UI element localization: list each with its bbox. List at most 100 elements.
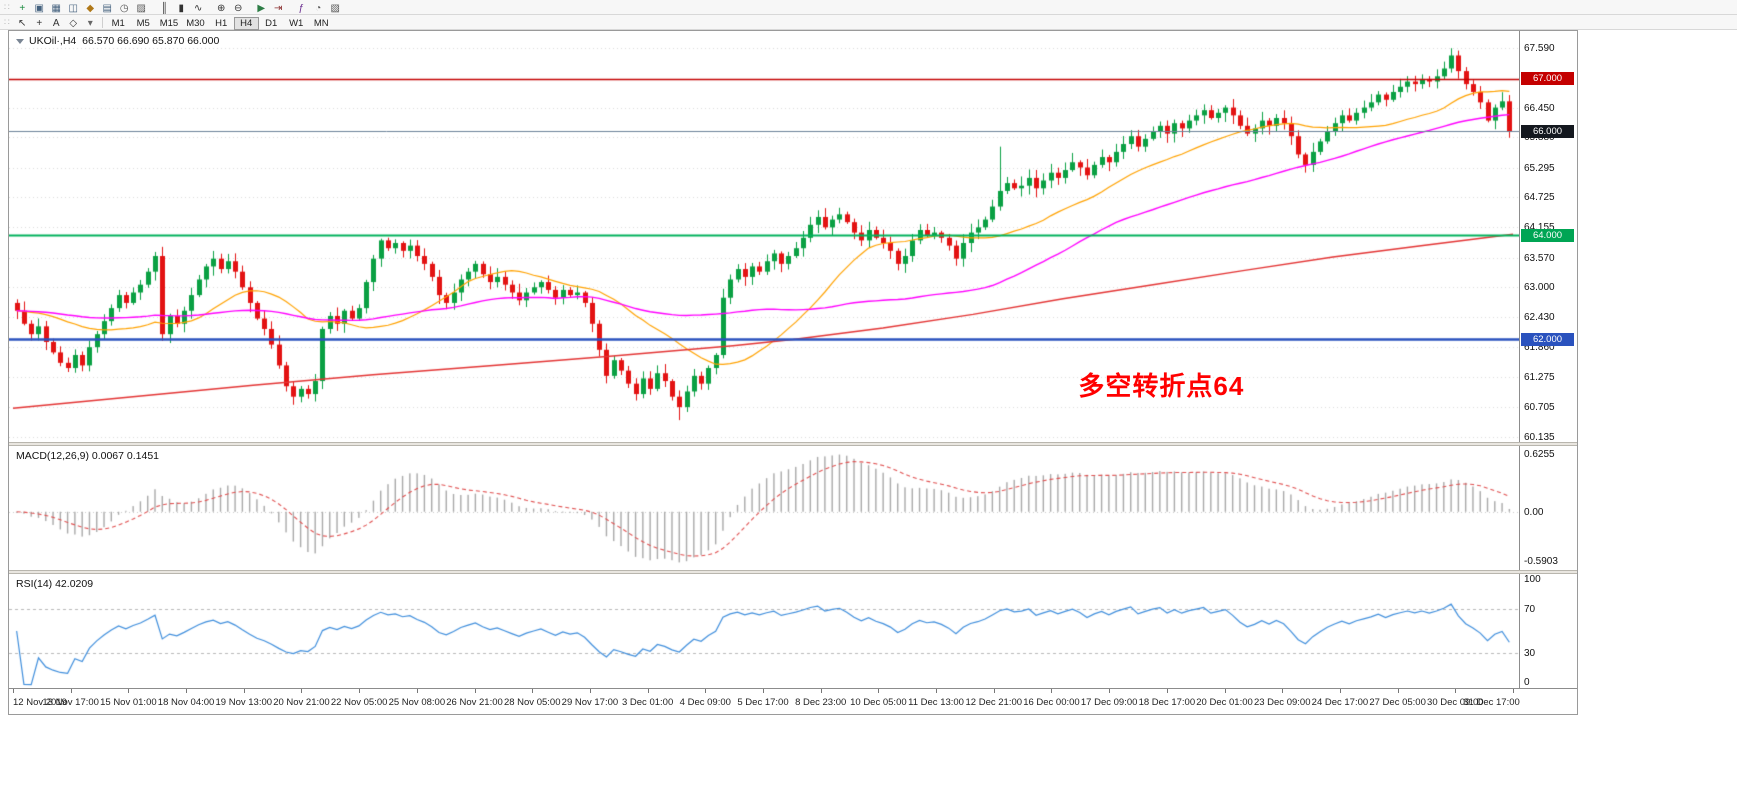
- macd-chart[interactable]: [9, 446, 1519, 570]
- toolbar-grip-icon[interactable]: ∷: [4, 16, 10, 27]
- macd-scale-label: -0.5903: [1524, 556, 1558, 567]
- time-tick: [1339, 689, 1341, 693]
- indicators-icon[interactable]: ƒ: [298, 3, 305, 14]
- timeframe-w1[interactable]: W1: [289, 18, 304, 29]
- price-tick: 61.860: [1524, 341, 1555, 353]
- time-label: 17 Dec 09:00: [1080, 697, 1138, 708]
- price-tick: 63.000: [1524, 282, 1555, 294]
- toolbar-main: ∷ + ▣ ▦ ◫ ◆ ▤ ◷ ▨ ║ ▮ ∿ ⊕ ⊖ ▶ ⇥ ƒ ◔ ▧: [0, 0, 1737, 15]
- price-tick: 64.725: [1524, 192, 1555, 204]
- time-label: 10 Dec 05:00: [850, 697, 907, 708]
- ohlc-readout: 66.570 66.690 65.870 66.000: [82, 35, 220, 47]
- price-axis[interactable]: 67.590 66.450 65.880 65.295 64.725 64.155 63.5…: [1519, 31, 1577, 443]
- time-tick: [301, 689, 303, 693]
- chart-area: UKOil·,H4 66.570 66.690 65.870 66.000 多空…: [8, 30, 1578, 715]
- one-click-trading-icon[interactable]: [16, 38, 24, 44]
- price-tick: 60.135: [1524, 431, 1555, 443]
- rsi-scale-label: 70: [1524, 604, 1536, 616]
- timeframe-m30[interactable]: M30: [186, 18, 205, 29]
- timeframe-h4[interactable]: H4: [233, 17, 259, 30]
- text-tool-icon[interactable]: A: [52, 18, 60, 29]
- price-tick: 65.880: [1524, 132, 1555, 144]
- strategy-tester-icon[interactable]: ◷: [119, 3, 129, 14]
- macd-label: MACD(12,26,9) 0.0067 0.1451: [16, 450, 160, 462]
- time-label: 19 Nov 13:00: [215, 697, 273, 708]
- time-label: 30 Dec 09:00: [1427, 697, 1484, 708]
- time-label: 20 Nov 21:00: [273, 697, 330, 708]
- auto-scroll-icon[interactable]: ▶: [257, 3, 266, 14]
- line-chart-icon[interactable]: ∿: [194, 3, 203, 14]
- symbol-period-label: UKOil·,H4: [29, 35, 77, 47]
- crosshair-icon[interactable]: +: [36, 18, 43, 29]
- pane-separator[interactable]: [9, 442, 1577, 446]
- market-watch-icon[interactable]: ▦: [51, 3, 61, 14]
- timeframe-d1[interactable]: D1: [265, 18, 278, 29]
- timeframe-mn[interactable]: MN: [313, 18, 329, 29]
- time-tick: [1224, 689, 1226, 693]
- rsi-chart[interactable]: [9, 574, 1519, 688]
- periods-icon[interactable]: ◔: [315, 3, 322, 14]
- candlestick-chart-icon[interactable]: ▮: [178, 3, 184, 14]
- time-label: 5 Dec 17:00: [737, 697, 789, 708]
- time-label: 18 Dec 17:00: [1138, 697, 1196, 708]
- time-tick: [878, 689, 880, 693]
- rsi-label: RSI(14) 42.0209: [16, 578, 94, 590]
- time-label: 31 Dec 17:00: [1463, 697, 1520, 708]
- bar-chart-icon[interactable]: ║: [160, 3, 168, 14]
- timeframe-buttons: M1 M5 M15 M30 H1 H4 D1 W1 MN: [106, 13, 334, 31]
- time-tick: [13, 689, 14, 693]
- terminal-icon[interactable]: ▤: [102, 3, 112, 14]
- time-label: 8 Dec 23:00: [795, 697, 847, 708]
- price-tick: 65.295: [1524, 162, 1555, 174]
- chart-header: UKOil·,H4 66.570 66.690 65.870 66.000: [16, 35, 219, 47]
- time-axis[interactable]: 12 Nov 2019 13 Nov 17:00 15 Nov 01:00 18 No…: [9, 688, 1577, 714]
- price-tick: 62.430: [1524, 311, 1555, 323]
- rsi-axis[interactable]: 100 70 30 0: [1519, 574, 1577, 688]
- time-tick: [359, 689, 361, 693]
- shapes-icon[interactable]: ◇: [69, 18, 78, 29]
- price-tag-64.000: 64.000: [1521, 228, 1574, 242]
- price-tick: 66.450: [1524, 102, 1555, 114]
- metaeditor-icon[interactable]: ▨: [136, 3, 146, 14]
- time-label: 24 Dec 17:00: [1311, 697, 1369, 708]
- candlestick-chart[interactable]: [9, 31, 1519, 442]
- macd-axis[interactable]: 0.6255 0.00 -0.5903: [1519, 446, 1577, 570]
- chart-window-icon[interactable]: ▣: [34, 3, 44, 14]
- new-order-icon[interactable]: +: [19, 3, 26, 14]
- price-tick: 64.155: [1524, 222, 1555, 234]
- time-tick: [416, 689, 418, 693]
- chart-annotation-text: 多空转折点64: [1078, 370, 1245, 401]
- time-tick: [243, 689, 245, 693]
- time-tick: [705, 689, 707, 693]
- timeframe-h1[interactable]: H1: [215, 18, 228, 29]
- chart-shift-icon[interactable]: ⇥: [274, 3, 283, 14]
- shapes-caret-icon[interactable]: ▾: [87, 18, 93, 29]
- price-tag-66.000: 66.000: [1521, 124, 1574, 138]
- price-tick: 63.570: [1524, 252, 1555, 264]
- macd-scale-label: 0.6255: [1524, 449, 1555, 460]
- time-label: 13 Nov 17:00: [42, 697, 99, 708]
- rsi-scale-label: 100: [1524, 574, 1541, 585]
- time-label: 27 Dec 05:00: [1369, 697, 1426, 708]
- data-window-icon[interactable]: ◫: [68, 3, 78, 14]
- rsi-scale-label: 0: [1524, 677, 1530, 688]
- price-tick: 60.705: [1524, 401, 1555, 413]
- zoom-in-icon[interactable]: ⊕: [217, 3, 226, 14]
- toolbar-separator: [101, 16, 103, 28]
- cursor-icon[interactable]: ↖: [18, 18, 27, 29]
- timeframe-m15[interactable]: M15: [159, 18, 179, 29]
- time-label: 4 Dec 09:00: [679, 697, 731, 708]
- templates-icon[interactable]: ▧: [330, 3, 340, 14]
- main-chart-pane: UKOil·,H4 66.570 66.690 65.870 66.000 多空…: [9, 31, 1577, 443]
- timeframe-m5[interactable]: M5: [136, 18, 150, 29]
- zoom-out-icon[interactable]: ⊖: [234, 3, 243, 14]
- time-tick: [474, 689, 476, 693]
- time-label: 23 Dec 09:00: [1253, 697, 1311, 708]
- pane-separator[interactable]: [9, 570, 1577, 574]
- macd-pane: MACD(12,26,9) 0.0067 0.1451 0.6255 0.00 -0…: [9, 446, 1577, 570]
- rsi-pane: RSI(14) 42.0209 100 70 30 0: [9, 574, 1577, 688]
- toolbar-grip-icon[interactable]: ∷: [4, 1, 10, 12]
- navigator-icon[interactable]: ◆: [86, 3, 95, 14]
- timeframe-m1[interactable]: M1: [111, 18, 125, 29]
- time-tick: [128, 689, 130, 693]
